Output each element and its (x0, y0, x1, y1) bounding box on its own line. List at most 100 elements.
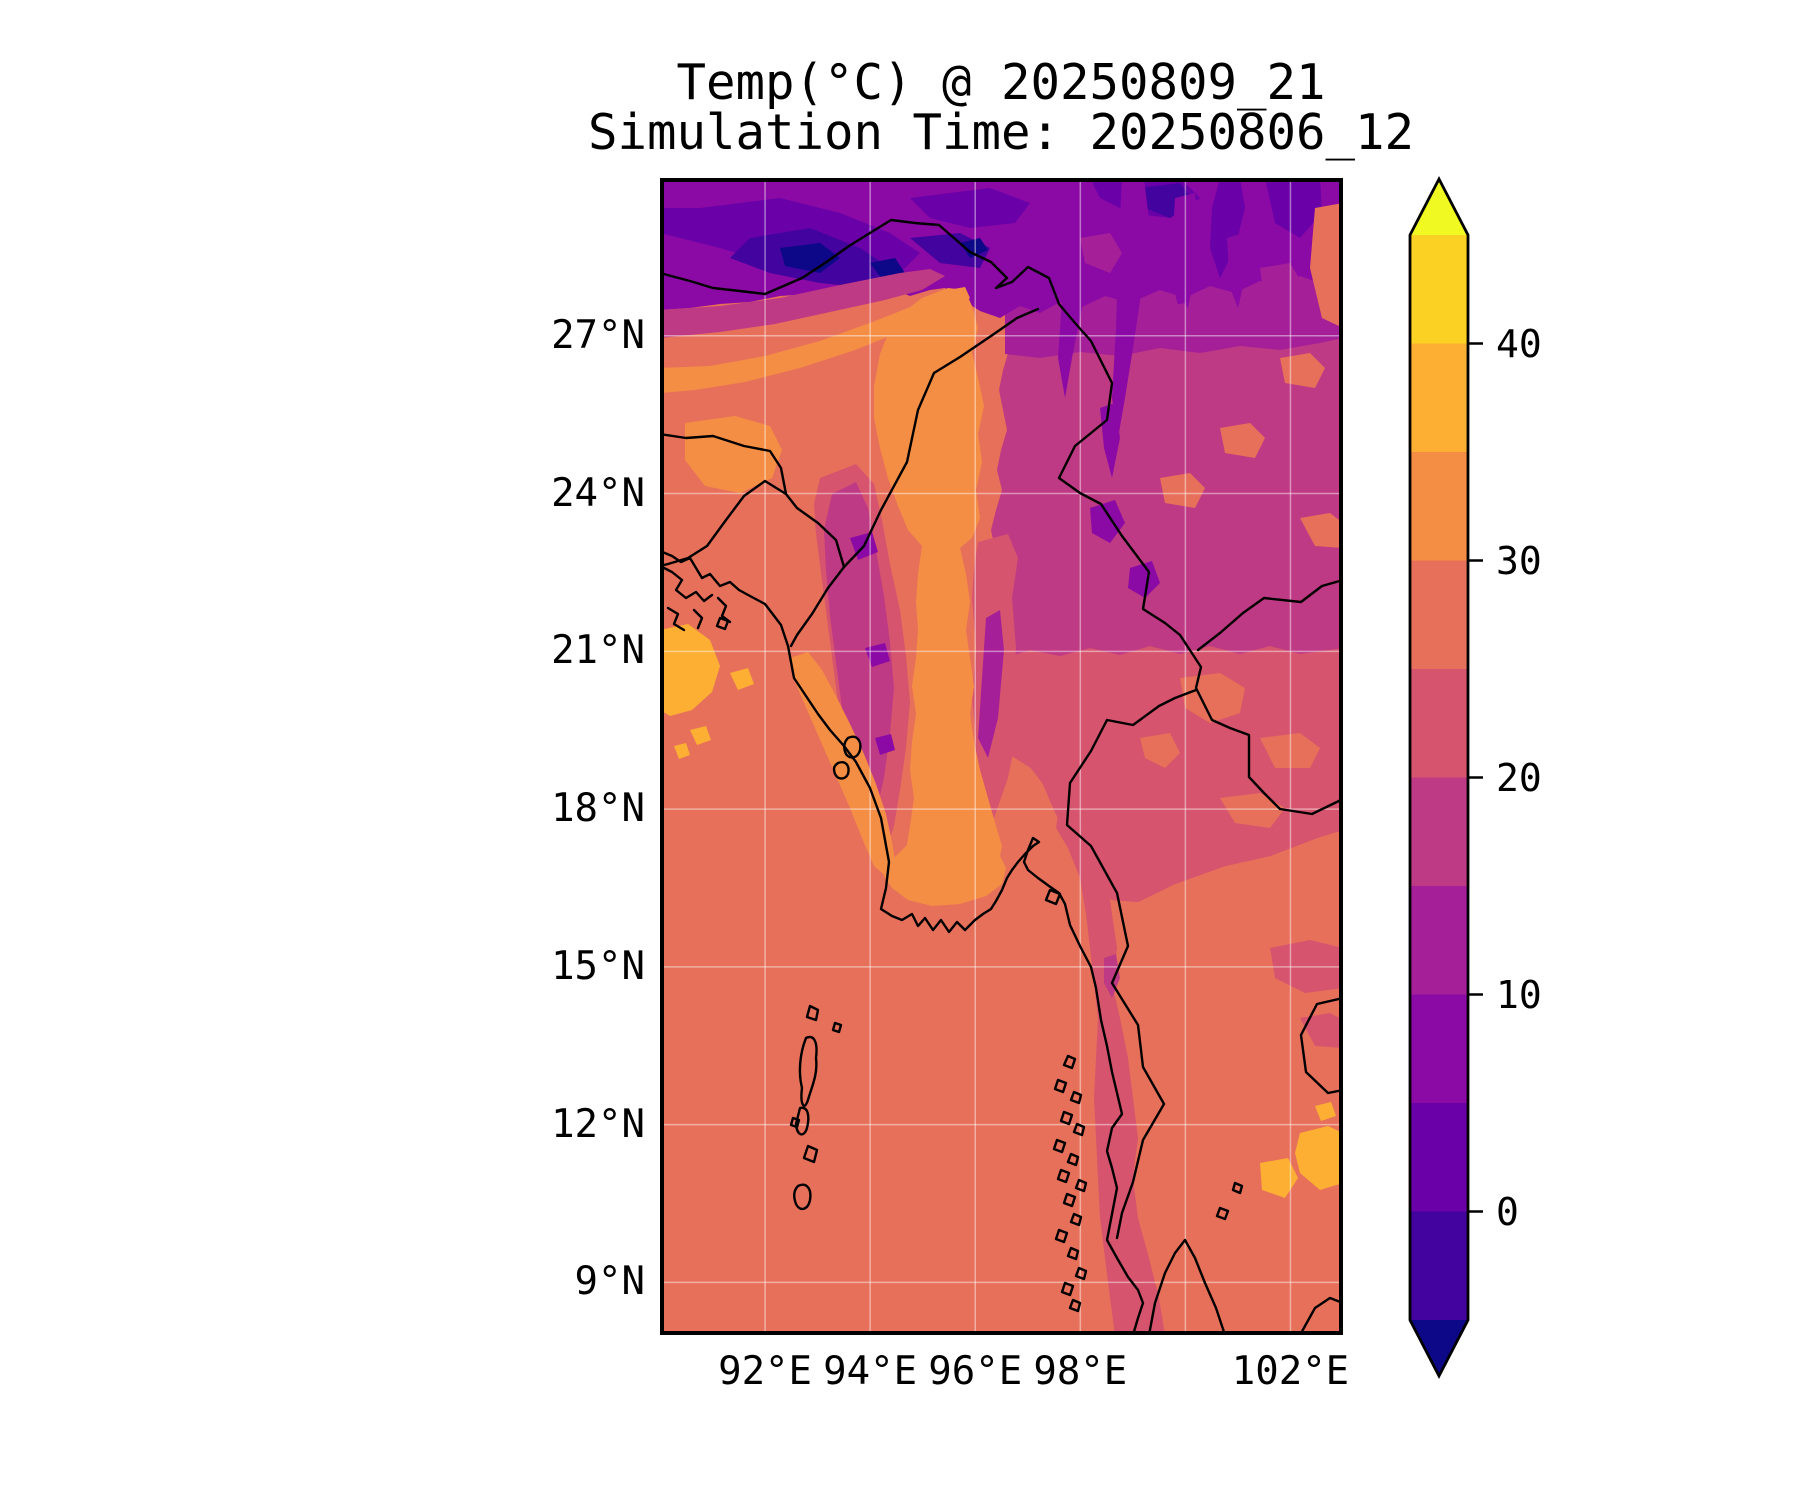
temp-band-10-15 (1080, 233, 1122, 273)
coastline (1062, 1054, 1077, 1070)
y-tick-label: 24°N (551, 470, 645, 516)
coastline (660, 549, 1145, 1335)
coastline (660, 564, 714, 603)
coastline (1056, 1168, 1071, 1184)
coastline (1215, 1206, 1230, 1221)
temp-band-5-10 (875, 734, 895, 755)
temperature-map (660, 178, 1343, 1335)
temp-band-5-10 (1112, 178, 1150, 438)
map-layers (660, 178, 1343, 1335)
coastline (1053, 1078, 1068, 1094)
x-tick-label: 92°E (718, 1349, 813, 1394)
temp-band-30-35 (884, 834, 1006, 906)
temp-band-30-35 (874, 288, 984, 550)
plot-title: Temp(°C) @ 20250809_21 Simulation Time: … (588, 58, 1414, 158)
country-border (789, 565, 846, 648)
coastline (1066, 1246, 1080, 1261)
temp-band-10-15 (978, 610, 1004, 758)
x-tick-label: 94°E (823, 1349, 918, 1394)
country-border (1196, 578, 1343, 652)
coastline (805, 1004, 820, 1022)
temp-band-35-40 (660, 624, 720, 716)
y-tick-label: 21°N (551, 628, 645, 674)
colorbar-segment-25-30 (1410, 560, 1468, 669)
colorbar-tick-label: 20 (1496, 755, 1542, 800)
temp-band-5-10 (865, 643, 890, 667)
temp-band-15-20 (1104, 954, 1120, 998)
country-border (1299, 996, 1343, 1095)
temp-band-35-40 (1295, 1126, 1343, 1190)
temp-band-0-5 (1210, 178, 1245, 278)
temp-band-25-30 (1140, 733, 1180, 768)
temp-band-25-30 (1260, 733, 1320, 768)
colorbar-segment-0-5 (1410, 1103, 1468, 1212)
x-tick-label: 98°E (1033, 1349, 1128, 1394)
coastline (1060, 1281, 1075, 1297)
temp-band-5-10 (1090, 500, 1125, 543)
coastline (802, 1144, 819, 1164)
plot-title-line1: Temp(°C) @ 20250809_21 (676, 54, 1326, 111)
country-border (842, 307, 1040, 569)
coastline (1054, 1228, 1069, 1244)
coastline (843, 735, 862, 759)
colorbar-under-arrow (1410, 1320, 1468, 1376)
temp-band-5-10 (1058, 178, 1098, 398)
plot-title-line2: Simulation Time: 20250806_12 (587, 104, 1415, 161)
country-border (660, 432, 846, 569)
coastline (1069, 1212, 1083, 1227)
temp-band-25-30 (1220, 793, 1285, 828)
temp-band-35-40 (1315, 1102, 1336, 1121)
temp-band-0-5 (1265, 178, 1322, 238)
map-frame (660, 178, 1343, 1335)
y-tick-label: 18°N (551, 786, 645, 832)
temp-band-30-35 (660, 287, 970, 393)
coastline (1231, 1181, 1244, 1195)
x-tick-label: 96°E (928, 1349, 1023, 1394)
country-border (1065, 688, 1198, 1240)
coastline (1052, 1138, 1067, 1154)
temp-band-<-5 (960, 238, 988, 258)
colorbar-tick-label: 30 (1496, 538, 1542, 583)
colorbar (1408, 175, 1483, 1380)
coastline (831, 1021, 843, 1034)
colorbar-segment-15-20 (1410, 777, 1468, 886)
coastline (1074, 1266, 1088, 1281)
country-border (660, 479, 788, 568)
coastline (1066, 1152, 1080, 1167)
temp-band-25-30 (1280, 353, 1325, 388)
coastline (1068, 1298, 1082, 1313)
temp-band-35-40 (674, 743, 690, 759)
y-tick-label: 9°N (574, 1259, 645, 1305)
temp-band-5-10 (1172, 193, 1200, 328)
temp-band-35-40 (730, 668, 754, 690)
colorbar-tick-label: 40 (1496, 321, 1542, 366)
coastline (1147, 1238, 1227, 1335)
coastline (1059, 1110, 1074, 1126)
colorbar-segment-10-15 (1410, 886, 1468, 995)
coastline (1044, 888, 1062, 906)
temp-band-20-25 (1056, 809, 1165, 1335)
temp-band-25-30 (1160, 473, 1205, 508)
coastline (798, 1035, 818, 1107)
x-tick-label: 102°E (1231, 1349, 1350, 1394)
colorbar-segment-5-10 (1410, 994, 1468, 1103)
colorbar-tick-label: 0 (1496, 1189, 1519, 1234)
coastline (793, 1183, 812, 1211)
temp-band-10-15 (1160, 303, 1195, 340)
temp-band-5-10 (1128, 561, 1160, 598)
temp-band-25-30 (1310, 203, 1343, 328)
country-border (660, 218, 1343, 816)
colorbar-over-arrow (1410, 179, 1468, 235)
temp-band-20-25 (1270, 940, 1343, 993)
coastline (794, 1106, 810, 1136)
coastline (1074, 1178, 1088, 1193)
coastline (832, 761, 850, 780)
colorbar-segment-20-25 (1410, 669, 1468, 778)
coastline (1062, 1192, 1077, 1208)
y-tick-label: 15°N (551, 943, 645, 989)
temp-band-0-5 (910, 188, 1030, 228)
temp-band-15-20 (660, 269, 945, 338)
coastline (692, 608, 704, 630)
coastline (789, 1116, 801, 1129)
